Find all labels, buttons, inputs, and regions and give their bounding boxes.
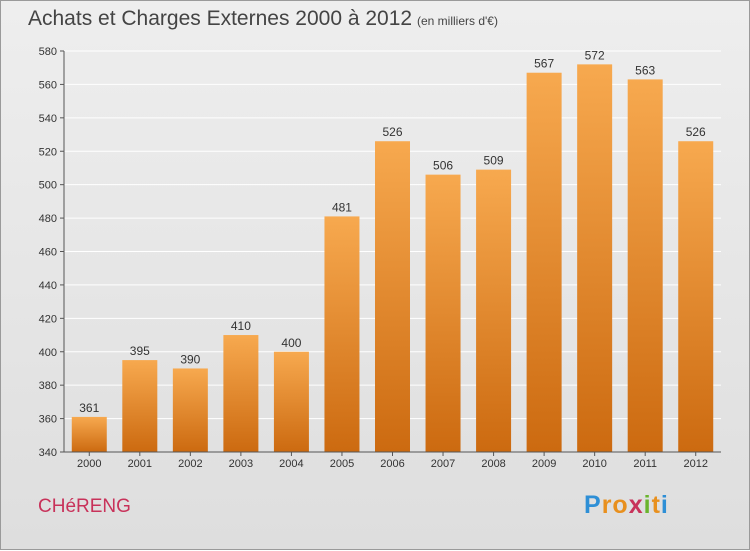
logo-letter: o (612, 491, 629, 519)
logo-letter: r (601, 491, 613, 519)
x-tick-label: 2012 (683, 458, 707, 470)
data-label: 572 (585, 48, 605, 62)
y-tick-label: 360 (39, 414, 57, 426)
x-tick-label: 2003 (229, 458, 253, 470)
x-tick-label: 2007 (431, 458, 455, 470)
x-tick-label: 2005 (330, 458, 354, 470)
axes (60, 50, 721, 456)
proxiti-logo: Proxiti (584, 491, 669, 520)
y-tick-label: 380 (39, 380, 57, 392)
x-tick-label: 2011 (633, 458, 657, 470)
data-label: 509 (484, 154, 504, 168)
x-tick-label: 2004 (279, 458, 303, 470)
x-tick-label: 2010 (582, 458, 606, 470)
bar-2002 (172, 368, 208, 452)
x-tick-label: 2008 (481, 458, 505, 470)
x-tick-label: 2000 (77, 458, 101, 470)
y-tick-label: 580 (39, 46, 57, 58)
x-tick-label: 2001 (128, 458, 152, 470)
data-label: 361 (79, 401, 99, 415)
y-tick-label: 480 (39, 213, 57, 225)
data-label: 526 (686, 125, 706, 139)
data-label: 567 (534, 57, 554, 71)
bar-2009 (526, 72, 562, 453)
bar-2005 (324, 216, 360, 452)
data-label: 506 (433, 159, 453, 173)
y-tick-label: 400 (39, 347, 57, 359)
bar-2001 (122, 360, 158, 452)
y-tick-label: 440 (39, 280, 57, 292)
bar-2008 (476, 169, 512, 453)
bar-2003 (223, 335, 259, 452)
chart-title: Achats et Charges Externes 2000 à 2012 (28, 7, 413, 30)
x-tick-label: 2002 (178, 458, 202, 470)
chart-subtitle: (en milliers d'€) (417, 14, 498, 28)
data-label: 395 (130, 344, 150, 358)
bar-2012 (678, 141, 714, 452)
bar-2007 (425, 174, 461, 452)
x-tick-label: 2006 (380, 458, 404, 470)
y-tick-label: 560 (39, 79, 57, 91)
y-tick-label: 420 (39, 313, 57, 325)
y-tick-label: 500 (39, 180, 57, 192)
data-label: 390 (180, 352, 200, 366)
data-label: 526 (382, 125, 402, 139)
y-tick-label: 460 (39, 247, 57, 259)
logo-letter: t (651, 491, 661, 519)
logo-letter: i (660, 491, 669, 519)
bar-2006 (375, 141, 410, 452)
bar-2000 (71, 416, 107, 452)
bars (71, 64, 714, 453)
logo-letter: P (584, 491, 602, 519)
y-tick-label: 540 (39, 113, 57, 125)
bar-2011 (627, 79, 663, 452)
logo-letter: x (628, 491, 644, 519)
x-tick-label: 2009 (532, 458, 556, 470)
bar-2010 (577, 64, 613, 452)
data-label: 410 (231, 319, 251, 333)
commune-name: CHéRENG (38, 496, 131, 517)
y-tick-label: 520 (39, 146, 57, 158)
data-label: 481 (332, 200, 352, 214)
data-label: 563 (635, 63, 655, 77)
y-tick-label: 340 (39, 447, 57, 459)
data-label: 400 (281, 336, 301, 350)
bar-2004 (273, 351, 309, 452)
labels: 340 360 380 400 420 440 460 480 500 520 540 560 580 3… (39, 46, 708, 470)
logo-letter: i (643, 491, 652, 519)
